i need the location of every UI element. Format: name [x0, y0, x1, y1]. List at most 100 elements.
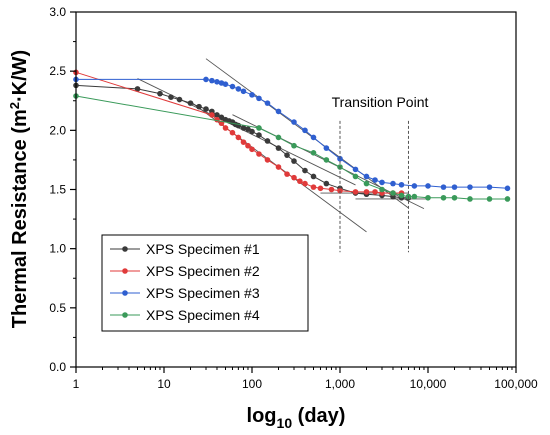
data-point [275, 134, 282, 141]
series [73, 69, 405, 196]
data-point [291, 158, 297, 164]
x-axis-title: log10 (day) [247, 405, 346, 431]
data-point [451, 184, 458, 190]
legend: XPS Specimen #1 XPS Specimen #2 XPS Specim… [101, 234, 309, 332]
data-point [291, 142, 297, 149]
data-point [264, 138, 271, 144]
data-point [214, 116, 220, 123]
data-point [363, 180, 370, 187]
data-point [256, 95, 262, 102]
data-point [310, 184, 317, 190]
data-point [275, 164, 282, 170]
data-point [486, 196, 493, 202]
data-point [425, 194, 431, 201]
x-tick-label: 100,000 [494, 377, 538, 391]
data-point [323, 157, 330, 163]
data-point [275, 108, 282, 115]
data-point [310, 173, 317, 180]
y-tick-label: 1.5 [49, 183, 66, 197]
data-point [245, 142, 251, 149]
data-point [222, 81, 229, 87]
data-point [209, 112, 215, 118]
data-point [467, 184, 473, 190]
data-point [203, 76, 209, 83]
data-point [249, 146, 255, 153]
data-point [214, 79, 220, 85]
data-point [379, 186, 385, 193]
y-tick-label: 0.0 [49, 360, 66, 374]
data-point [256, 151, 262, 157]
y-tick-label: 2.5 [49, 64, 66, 78]
data-point [440, 184, 447, 190]
y-axis-title: Thermal Resistance (m2·K/W) [7, 50, 31, 328]
data-point [411, 183, 418, 189]
data-point [310, 150, 317, 156]
data-point [363, 189, 370, 195]
data-point [323, 145, 330, 151]
data-point [249, 128, 255, 135]
data-point [451, 194, 458, 201]
data-point [196, 103, 202, 110]
data-point [240, 139, 247, 145]
y-tick-label: 3.0 [49, 5, 66, 19]
data-point [235, 134, 242, 141]
data-point [504, 185, 511, 192]
data-point [256, 132, 262, 138]
data-point [411, 193, 418, 200]
data-point [275, 145, 282, 151]
legend-marker [122, 290, 128, 296]
legend-marker [122, 312, 128, 318]
data-series [73, 69, 511, 202]
data-point [291, 119, 297, 125]
data-point [297, 178, 303, 185]
data-point [310, 134, 317, 141]
data-point [214, 112, 220, 118]
data-point [390, 190, 396, 196]
legend-label: XPS Specimen #1 [146, 241, 260, 257]
data-point [302, 180, 308, 187]
data-point [398, 192, 405, 199]
trend-line [205, 58, 409, 209]
data-point [134, 86, 141, 92]
data-point [284, 171, 290, 177]
data-point [256, 125, 262, 131]
trend-line [137, 78, 356, 186]
data-point [222, 125, 229, 131]
x-tick-label: 10 [157, 377, 171, 391]
data-point [229, 83, 236, 90]
data-point [467, 196, 473, 202]
data-point [302, 167, 308, 174]
data-point [372, 177, 378, 183]
data-point [240, 125, 247, 131]
data-point [235, 86, 242, 92]
data-point [323, 180, 330, 187]
data-point [352, 166, 359, 173]
data-point [372, 189, 378, 195]
data-point [229, 129, 236, 136]
data-point [398, 181, 405, 188]
legend-label: XPS Specimen #3 [146, 285, 260, 301]
data-point [328, 186, 335, 193]
data-point [504, 196, 511, 202]
data-point [157, 90, 163, 97]
data-point [209, 77, 215, 84]
y-tick-label: 0.5 [49, 301, 66, 315]
data-point [352, 189, 359, 195]
data-point [187, 100, 194, 106]
series [73, 93, 511, 202]
legend-marker [122, 268, 128, 274]
data-point [390, 180, 396, 187]
data-point [203, 106, 209, 112]
data-point [317, 185, 324, 192]
legend-label: XPS Specimen #2 [146, 263, 260, 279]
data-point [352, 173, 359, 180]
x-tick-label: 100 [242, 377, 262, 391]
x-tick-label: 1 [73, 377, 80, 391]
data-point [379, 179, 385, 186]
data-point [363, 173, 370, 180]
data-point [440, 194, 447, 201]
data-point [264, 157, 271, 163]
data-point [425, 183, 431, 189]
